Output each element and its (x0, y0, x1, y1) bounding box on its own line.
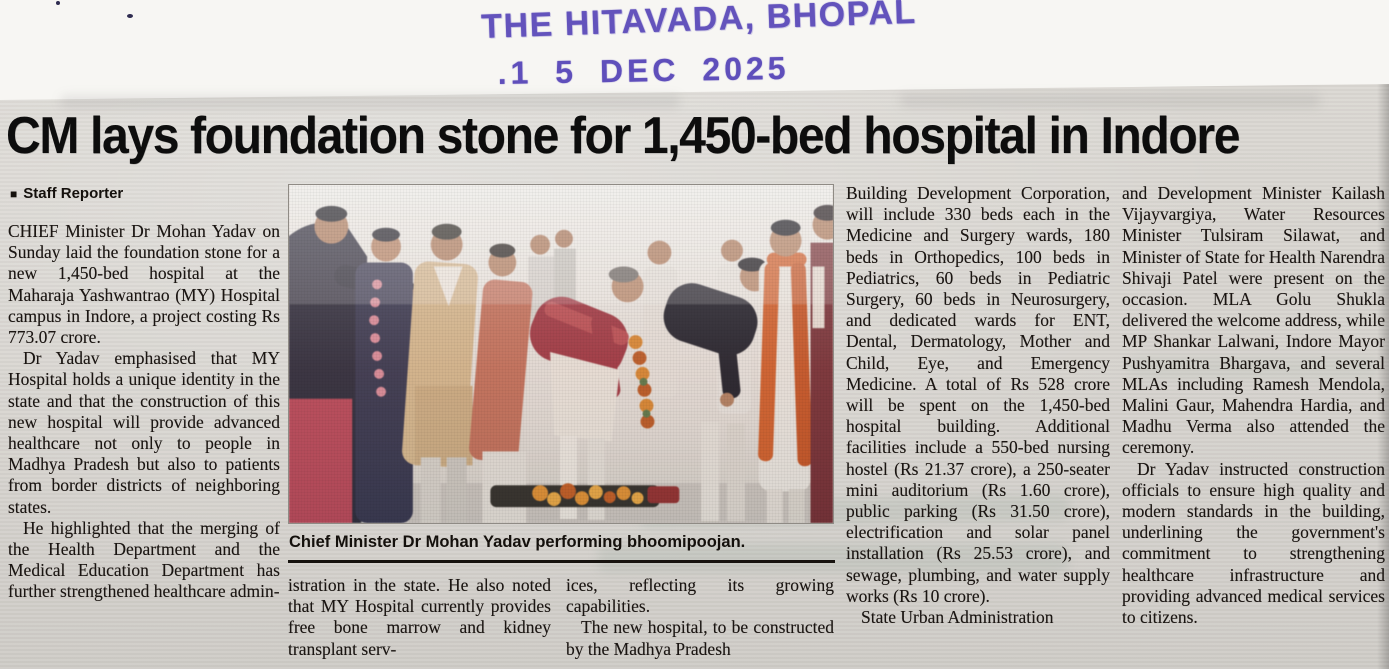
stamp-date: .1 5 DEC 2025 (497, 49, 790, 92)
paragraph: The new hospital, to be constructed by t… (566, 617, 834, 659)
paragraph: and Development Minister Kailash Vijayva… (1122, 183, 1385, 458)
bleed-through-text (60, 95, 680, 108)
paragraph: Dr Yadav instructed construction officia… (1122, 458, 1385, 628)
article-column-2: istration in the state. He also noted th… (288, 575, 551, 669)
ink-speck (127, 14, 133, 18)
ink-speck (56, 1, 60, 5)
byline-square-icon: ■ (10, 187, 18, 201)
byline: ■ Staff Reporter (10, 185, 123, 202)
paragraph: ices, reflecting its growing capabilitie… (566, 575, 834, 617)
paragraph: Building Development Corporation, will i… (846, 183, 1110, 606)
paragraph: State Urban Administration (861, 607, 1054, 628)
paragraph: He highlighted that the merging of the H… (8, 517, 280, 602)
caption-divider (288, 560, 835, 563)
date-stamp: THE HITAVADA, BHOPAL .1 5 DEC 2025 (481, 0, 918, 92)
photo-caption: Chief Minister Dr Mohan Yadav performing… (289, 533, 746, 551)
paragraph: CHIEF Minister Dr Mohan Yadav on Sunday … (8, 221, 280, 348)
bleed-through-text (1128, 358, 1378, 378)
paragraph: istration in the state. He also noted th… (288, 575, 551, 659)
clipping-right-edge (1377, 84, 1389, 669)
article-photo (288, 184, 834, 524)
article-column-3: ices, reflecting its growing capabilitie… (566, 575, 834, 669)
headline: CM lays foundation stone for 1,450-bed h… (6, 107, 1240, 165)
byline-text: Staff Reporter (23, 185, 124, 202)
stamp-publication-name: THE HITAVADA, BHOPAL (480, 0, 918, 47)
article-column-1: CHIEF Minister Dr Mohan Yadav on Sunday … (8, 221, 280, 669)
bleed-through-text (900, 94, 1320, 107)
article-column-5: and Development Minister Kailash Vijayva… (1122, 183, 1385, 669)
paragraph: Dr Yadav emphasised that MY Hospital hol… (8, 348, 280, 517)
bleed-through-text (598, 544, 1068, 572)
article-column-4: Building Development Corporation, will i… (846, 183, 1110, 669)
